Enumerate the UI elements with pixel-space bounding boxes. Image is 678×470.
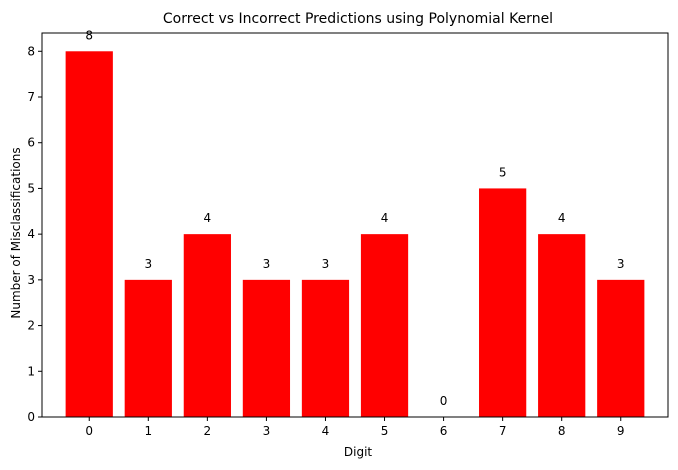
y-tick-label: 0 (27, 410, 35, 424)
bar-digit-5 (360, 234, 409, 417)
bar-digit-4 (301, 279, 350, 417)
data-label-digit-7: 5 (499, 165, 507, 179)
x-tick-label: 1 (144, 424, 152, 438)
y-axis: 0 1 2 3 4 5 6 7 8 (27, 44, 42, 424)
data-label-digit-4: 3 (322, 257, 330, 271)
x-tick-label: 6 (440, 424, 448, 438)
chart-title: Correct vs Incorrect Predictions using P… (163, 11, 553, 27)
plot-frame (41, 32, 669, 418)
y-tick-label: 4 (27, 227, 35, 241)
x-tick-label: 2 (204, 424, 212, 438)
bar-digit-9 (597, 279, 645, 417)
x-tick-label: 9 (617, 424, 625, 438)
data-label-digit-8: 4 (558, 211, 566, 225)
bars-group (65, 51, 645, 418)
y-tick-label: 5 (27, 181, 35, 195)
bar-digit-7 (479, 188, 527, 417)
x-tick-label: 8 (558, 424, 566, 438)
data-label-digit-5: 4 (381, 211, 389, 225)
data-label-digit-9: 3 (617, 257, 625, 271)
data-label-digit-1: 3 (144, 257, 152, 271)
bar-digit-0 (65, 51, 113, 418)
y-tick-label: 2 (27, 319, 35, 333)
data-label-digit-3: 3 (263, 257, 271, 271)
y-tick-label: 8 (27, 44, 35, 58)
y-tick-label: 7 (27, 90, 35, 104)
bar-digit-1 (124, 279, 172, 417)
data-label-digit-6: 0 (440, 394, 448, 408)
x-tick-label: 4 (322, 424, 330, 438)
bar-digit-2 (183, 234, 231, 417)
x-tick-label: 7 (499, 424, 507, 438)
y-tick-label: 6 (27, 136, 35, 150)
x-tick-label: 3 (263, 424, 271, 438)
data-label-digit-0: 8 (85, 28, 93, 42)
bar-digit-3 (242, 279, 291, 417)
x-axis-label: Digit (344, 445, 373, 459)
y-axis-label: Number of Misclassifications (9, 147, 23, 318)
x-tick-label: 5 (381, 424, 389, 438)
data-label-digit-2: 4 (204, 211, 212, 225)
x-axis: 0 1 2 3 4 5 6 7 8 9 (85, 417, 625, 438)
y-tick-label: 1 (27, 364, 35, 378)
y-tick-label: 3 (27, 273, 35, 287)
bar-digit-8 (538, 234, 586, 417)
x-tick-label: 0 (85, 424, 93, 438)
plot-area: 8 3 4 3 3 4 0 5 4 3 0 1 2 3 4 5 6 7 8 9 0 1 2 3 4 5 6 7 8 (27, 28, 669, 438)
data-labels-group: 8 3 4 3 3 4 0 5 4 3 (85, 28, 624, 408)
